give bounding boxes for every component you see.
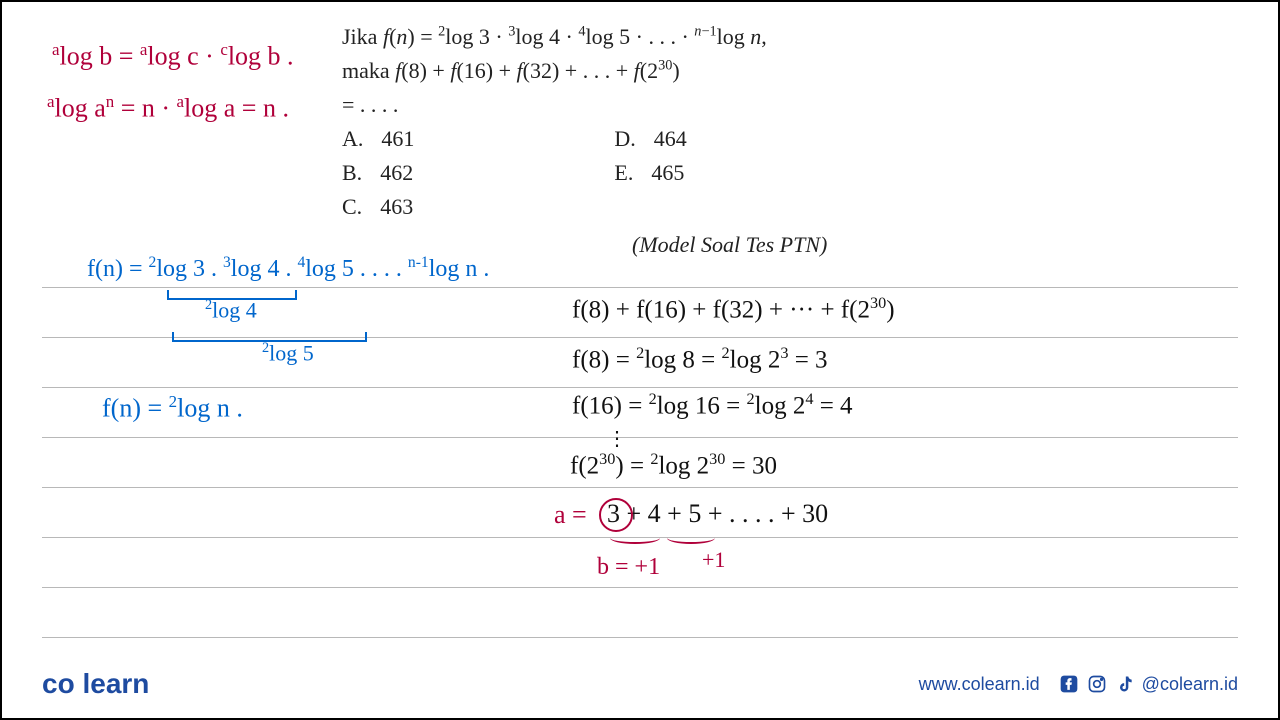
option-b: B.462	[342, 156, 414, 190]
option-d: D.464	[614, 122, 686, 156]
blue-fn-result: f(n) = 2log n .	[102, 392, 243, 424]
blue-log4: 2log 4	[205, 297, 257, 323]
blue-fn-expansion: f(n) = 2log 3 . 3log 4 . 4log 5 . . . . …	[87, 254, 489, 283]
content: Jika f(n) = 2log 3 · 3log 4 · 4log 5 · .…	[2, 2, 1278, 718]
option-c: C.463	[342, 190, 414, 224]
black-dots: ⋮	[607, 426, 627, 451]
red-plus1: +1	[702, 547, 725, 573]
red-b: b = +1	[597, 554, 660, 581]
options: A.461 B.462 C.463 D.464 E.465	[342, 122, 767, 224]
option-e: E.465	[614, 156, 686, 190]
red-circle	[599, 498, 633, 532]
black-series: 3 + 4 + 5 + . . . . + 30	[607, 499, 828, 529]
problem-line3: = . . . .	[342, 88, 767, 122]
blue-log5: 2log 5	[262, 340, 314, 366]
brand-logo: co learn	[42, 668, 149, 700]
red-a: a =	[554, 500, 587, 530]
model-note: (Model Soal Tes PTN)	[632, 232, 827, 258]
black-f230: f(230) = 2log 230 = 30	[570, 450, 777, 480]
problem-line2: maka f(8) + f(16) + f(32) + . . . + f(23…	[342, 54, 767, 88]
footer-right: www.colearn.id @colearn.id	[919, 673, 1238, 695]
black-f8: f(8) = 2log 8 = 2log 23 = 3	[572, 344, 828, 374]
social-icons: @colearn.id	[1058, 673, 1238, 695]
instagram-icon	[1086, 673, 1108, 695]
footer-url: www.colearn.id	[919, 674, 1040, 695]
black-f16: f(16) = 2log 16 = 2log 24 = 4	[572, 390, 853, 420]
curve-1	[610, 532, 660, 544]
black-sum: f(8) + f(16) + f(32) + ··· + f(230)	[572, 294, 895, 324]
footer: co learn www.colearn.id @colearn.id	[42, 668, 1238, 700]
tiktok-icon	[1114, 673, 1136, 695]
option-a: A.461	[342, 122, 414, 156]
curve-2	[667, 532, 715, 544]
problem-text: Jika f(n) = 2log 3 · 3log 4 · 4log 5 · .…	[342, 20, 767, 225]
red-rule-2: alog an = n · alog a = n .	[47, 92, 289, 124]
red-rule-1: alog b = alog c · clog b .	[52, 40, 294, 72]
footer-handle: @colearn.id	[1142, 674, 1238, 695]
problem-line1: Jika f(n) = 2log 3 · 3log 4 · 4log 5 · .…	[342, 20, 767, 54]
facebook-icon	[1058, 673, 1080, 695]
